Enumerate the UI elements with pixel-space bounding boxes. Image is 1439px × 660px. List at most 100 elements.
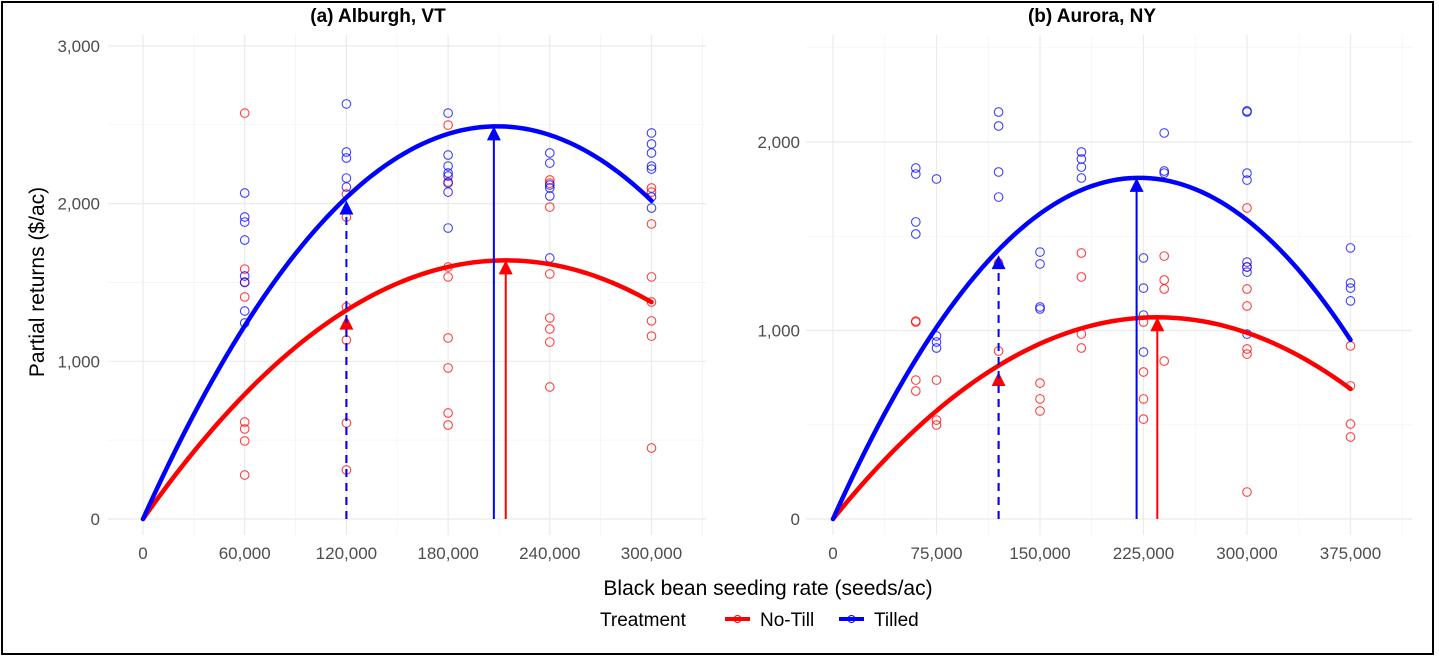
- max-return-arrow: [1150, 317, 1165, 519]
- x-tick-label: 240,000: [519, 544, 580, 563]
- economic-optimum-arrow: [991, 255, 1006, 519]
- economic-optimum-arrow-head: [339, 200, 354, 215]
- data-point: [1345, 419, 1356, 429]
- series-tilled: [239, 99, 657, 328]
- data-point: [1138, 414, 1149, 424]
- data-point: [931, 343, 942, 353]
- data-point: [931, 415, 942, 425]
- data-point: [910, 163, 921, 173]
- data-point: [239, 470, 250, 480]
- data-point: [443, 187, 453, 197]
- data-point: [646, 219, 657, 229]
- gridlines: [806, 35, 1412, 535]
- legend: Treatment No-Till Tilled: [600, 610, 919, 631]
- fit-curve-no-till: [830, 315, 1353, 522]
- data-point: [1242, 107, 1252, 117]
- data-point: [1035, 378, 1045, 388]
- x-tick-label: 60,000: [219, 544, 271, 563]
- max-return-arrow: [498, 260, 513, 519]
- data-point: [239, 292, 250, 302]
- data-point: [544, 191, 555, 201]
- data-point: [443, 120, 453, 130]
- data-point: [1159, 356, 1170, 366]
- x-tick-label: 225,000: [1113, 544, 1174, 563]
- data-point: [544, 202, 555, 212]
- data-point: [1242, 487, 1252, 497]
- legend-key-point-tilled: [847, 615, 856, 623]
- legend-key-point-no-till: [733, 615, 742, 623]
- data-point: [239, 264, 250, 274]
- data-point: [239, 188, 250, 198]
- panel-a-title: (a) Alburgh, VT: [310, 6, 446, 27]
- data-point: [1076, 162, 1087, 172]
- data-point: [443, 150, 453, 160]
- x-tick-label: 300,000: [1216, 544, 1277, 563]
- data-point: [239, 436, 250, 446]
- x-tick-label: 75,000: [911, 544, 963, 563]
- data-point: [1159, 275, 1170, 285]
- y-tick-label: 0: [91, 510, 100, 529]
- data-point: [341, 147, 352, 157]
- data-point: [1076, 248, 1087, 258]
- x-tick-label: 120,000: [316, 544, 377, 563]
- data-point: [1035, 259, 1045, 269]
- data-point: [1035, 394, 1045, 404]
- legend-label-no-till: No-Till: [760, 610, 814, 631]
- data-point: [341, 153, 352, 163]
- economic-optimum-arrow: [339, 200, 354, 519]
- data-point: [443, 408, 453, 418]
- data-point: [646, 128, 657, 138]
- panel-b: 0 75,000 150,000 225,000 300,000 375,000 0 1,00…: [757, 35, 1412, 563]
- data-point: [1159, 168, 1170, 178]
- data-point: [544, 158, 555, 168]
- max-return-arrow: [486, 126, 501, 519]
- max-return-arrow-head: [486, 126, 501, 141]
- data-point: [544, 324, 555, 334]
- data-point: [910, 217, 921, 227]
- data-point: [239, 417, 250, 427]
- data-point: [910, 386, 921, 396]
- data-point: [1242, 284, 1252, 294]
- y-axis-label: Partial returns ($/ac): [26, 187, 49, 377]
- data-point: [443, 363, 453, 373]
- data-point: [544, 180, 555, 190]
- max-return-arrow-head: [1129, 177, 1144, 192]
- data-point: [1035, 304, 1045, 314]
- data-point: [931, 420, 942, 430]
- data-point: [1076, 173, 1087, 183]
- data-point: [1242, 262, 1252, 272]
- y-tick-label: 0: [791, 510, 800, 529]
- legend-item-tilled: Tilled: [839, 610, 919, 631]
- data-point: [341, 99, 352, 109]
- fit-curve-tilled: [140, 124, 654, 522]
- data-point: [1138, 283, 1149, 293]
- data-point: [1138, 253, 1149, 263]
- legend-label-tilled: Tilled: [874, 610, 919, 631]
- data-point: [544, 382, 555, 392]
- x-axis-label: Black bean seeding rate (seeds/ac): [603, 577, 932, 600]
- data-point: [239, 277, 250, 288]
- data-point: [544, 337, 555, 347]
- data-point: [646, 331, 657, 341]
- y-tick-label: 2,000: [757, 133, 800, 152]
- gridlines: [108, 35, 706, 535]
- y-tick-label: 1,000: [757, 322, 800, 341]
- data-point: [1076, 272, 1087, 282]
- data-point: [443, 171, 453, 181]
- data-point: [239, 424, 250, 434]
- max-return-arrow: [1129, 177, 1144, 519]
- x-tick-label: 0: [138, 544, 147, 563]
- data-point: [1242, 267, 1252, 277]
- data-point: [1159, 166, 1170, 176]
- data-point: [1242, 175, 1252, 185]
- x-tick-label: 180,000: [417, 544, 478, 563]
- data-point: [1035, 406, 1045, 416]
- data-point: [931, 337, 942, 347]
- data-point: [1159, 251, 1170, 261]
- data-point: [1138, 367, 1149, 377]
- data-point: [910, 169, 921, 179]
- data-point: [239, 108, 250, 118]
- max-return-arrow-head: [498, 260, 513, 275]
- y-tick-label: 1,000: [57, 352, 100, 371]
- data-point: [1345, 278, 1356, 288]
